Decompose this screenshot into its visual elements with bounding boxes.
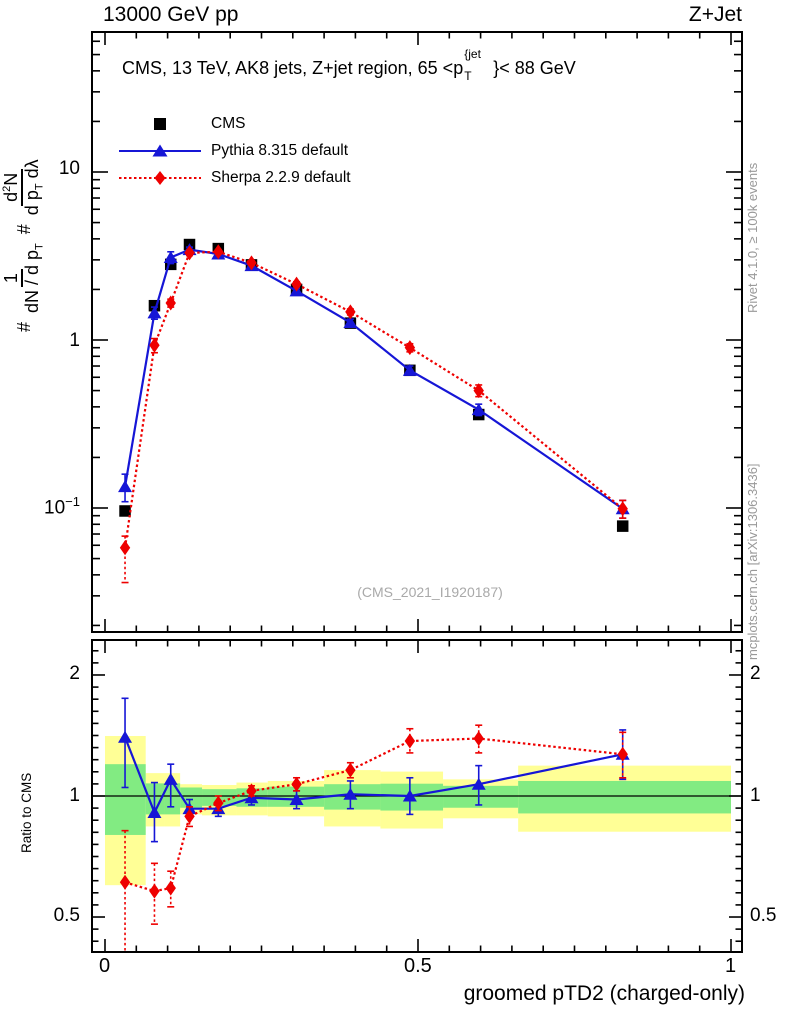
- y-tick-0p1: 10−1: [44, 494, 80, 519]
- ratio-tick-0p5-left: 0.5: [53, 905, 80, 926]
- axis-ticks: [92, 32, 742, 952]
- process-label: Z+Jet: [688, 3, 742, 26]
- rivet-version-note: Rivet 4.1.0, ≥ 100k events: [745, 162, 760, 313]
- x-tick-0p5: 0.5: [404, 955, 432, 977]
- x-tick-0: 0: [99, 955, 111, 977]
- x-tick-1: 1: [725, 955, 737, 977]
- y-tick-1: 1: [69, 330, 80, 351]
- main-panel-frame: [91, 31, 743, 633]
- panel-title-suffix: }< 88 GeV: [493, 58, 576, 78]
- series-cms-main: [119, 238, 629, 532]
- beam-energy-label: 13000 GeV pp: [103, 3, 239, 26]
- ylabel-frac1: 1 dN / d pT: [1, 243, 47, 313]
- main-y-axis-label: # 1 dN / d pT # d2N d pT dλ: [1, 152, 47, 334]
- panel-title: CMS, 13 TeV, AK8 jets, Z+jet region, 65 …: [122, 47, 576, 83]
- series-pythia-main: [118, 243, 630, 519]
- legend-label-cms: CMS: [211, 114, 246, 132]
- ratio-tick-1-right: 1: [750, 785, 761, 806]
- y-tick-10: 10: [58, 158, 80, 179]
- legend-item-sherpa: Sherpa 2.2.9 default: [118, 164, 351, 191]
- mcplots-note: mcplots.cern.ch [arXiv:1306.3436]: [745, 463, 760, 660]
- ratio-axis-label: Ratio to CMS: [19, 772, 34, 853]
- pythia-line-triangle-marker-icon: [119, 144, 201, 156]
- legend-item-cms: CMS: [118, 110, 351, 137]
- ylabel-frac2: d2N d pT dλ: [1, 159, 47, 216]
- ylabel-hash2: #: [13, 224, 34, 235]
- series-sherpa-main: [119, 244, 628, 584]
- cms-square-marker-icon: [154, 117, 166, 130]
- ratio-tick-1-left: 1: [69, 785, 80, 806]
- legend: CMS Pythia 8.315 default Sherpa 2.2.9 de…: [118, 110, 351, 191]
- pt-jet-supsub: {jet T: [464, 47, 481, 83]
- series-sherpa-ratio: [119, 724, 628, 952]
- legend-label-pythia: Pythia 8.315 default: [211, 141, 349, 159]
- legend-label-sherpa: Sherpa 2.2.9 default: [211, 168, 351, 186]
- ratio-uncertainty-bands: [105, 736, 731, 886]
- ratio-tick-2-left: 2: [69, 663, 80, 684]
- legend-item-pythia: Pythia 8.315 default: [118, 137, 351, 164]
- x-axis-title: groomed pTD2 (charged-only): [463, 982, 745, 1005]
- ylabel-hash1: #: [13, 321, 34, 332]
- panel-title-prefix: CMS, 13 TeV, AK8 jets, Z+jet region, 65 …: [122, 58, 464, 78]
- sherpa-line-diamond-marker-icon: [119, 170, 201, 185]
- analysis-watermark: (CMS_2021_I1920187): [357, 584, 503, 600]
- ratio-tick-2-right: 2: [750, 663, 761, 684]
- ratio-tick-0p5-right: 0.5: [750, 905, 777, 926]
